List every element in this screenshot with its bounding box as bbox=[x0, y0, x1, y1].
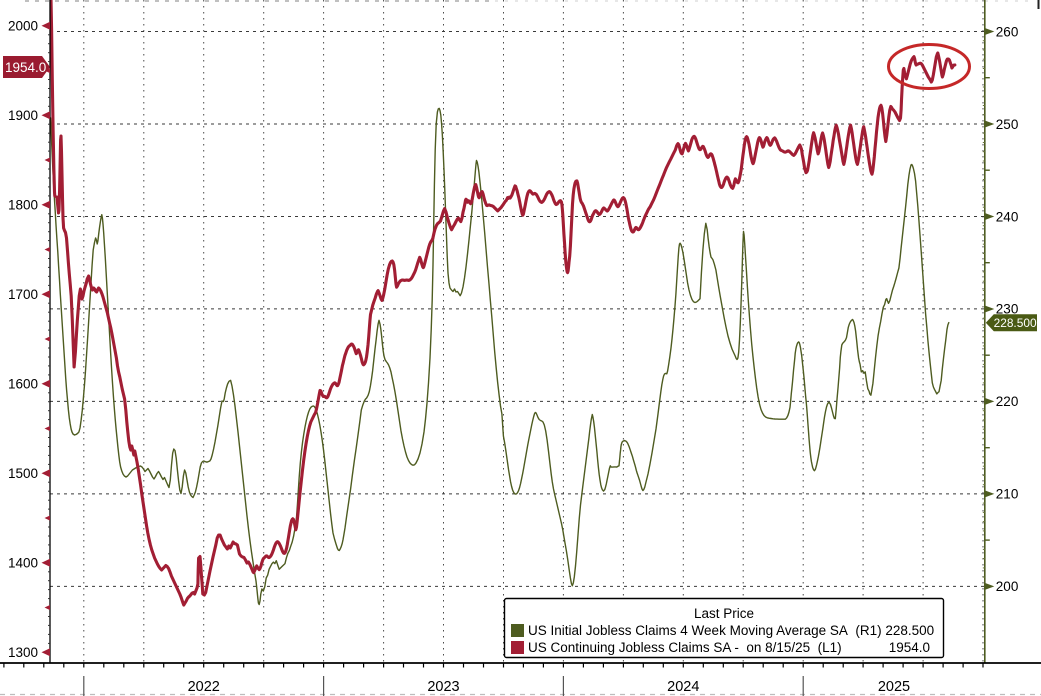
svg-text:1600: 1600 bbox=[8, 376, 38, 391]
svg-text:Last Price: Last Price bbox=[694, 606, 754, 621]
svg-text:2024: 2024 bbox=[667, 679, 699, 695]
svg-text:1800: 1800 bbox=[8, 197, 38, 212]
svg-text:220: 220 bbox=[996, 394, 1019, 409]
svg-text:2022: 2022 bbox=[188, 679, 220, 695]
svg-text:1700: 1700 bbox=[8, 287, 38, 302]
svg-text:260: 260 bbox=[996, 24, 1019, 39]
svg-text:200: 200 bbox=[996, 579, 1019, 594]
svg-text:1954.0: 1954.0 bbox=[889, 640, 930, 655]
svg-text:228.500: 228.500 bbox=[994, 316, 1037, 330]
svg-text:2000: 2000 bbox=[8, 18, 38, 33]
svg-text:1300: 1300 bbox=[8, 645, 38, 660]
svg-text:2025: 2025 bbox=[878, 679, 910, 695]
svg-text:US Initial Jobless Claims 4 We: US Initial Jobless Claims 4 Week Moving … bbox=[528, 623, 934, 638]
svg-text:1954.0: 1954.0 bbox=[5, 60, 46, 75]
svg-text:US Continuing Jobless Claims S: US Continuing Jobless Claims SA - on 8/1… bbox=[528, 640, 842, 655]
svg-text:1500: 1500 bbox=[8, 466, 38, 481]
svg-text:210: 210 bbox=[996, 487, 1019, 502]
svg-text:240: 240 bbox=[996, 209, 1019, 224]
svg-text:230: 230 bbox=[996, 302, 1019, 317]
svg-text:1400: 1400 bbox=[8, 555, 38, 570]
svg-text:2023: 2023 bbox=[427, 679, 459, 695]
svg-text:1900: 1900 bbox=[8, 108, 38, 123]
svg-text:250: 250 bbox=[996, 117, 1019, 132]
